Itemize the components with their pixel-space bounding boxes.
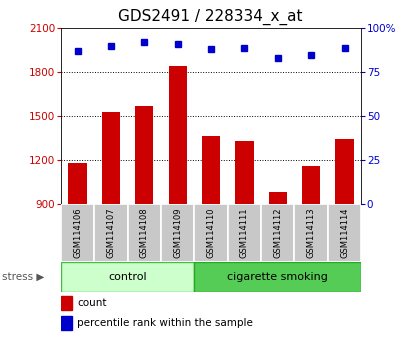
Bar	[61, 296, 72, 310]
Bar	[168, 66, 187, 204]
Text: GSM114113: GSM114113	[307, 207, 316, 258]
Bar	[161, 204, 194, 262]
Bar	[228, 204, 261, 262]
Text: GSM114114: GSM114114	[340, 207, 349, 258]
Bar	[61, 204, 94, 262]
Text: GDS2491 / 228334_x_at: GDS2491 / 228334_x_at	[118, 9, 302, 25]
Text: count: count	[77, 298, 107, 308]
Bar	[194, 204, 228, 262]
Text: GSM114108: GSM114108	[140, 207, 149, 258]
Bar	[68, 164, 87, 204]
Text: control: control	[108, 272, 147, 282]
Text: GSM114112: GSM114112	[273, 207, 282, 258]
Text: percentile rank within the sample: percentile rank within the sample	[77, 318, 253, 328]
Bar	[61, 316, 72, 330]
Bar	[135, 106, 153, 204]
Bar	[302, 166, 320, 204]
Text: GSM114110: GSM114110	[207, 207, 215, 258]
Bar	[294, 204, 328, 262]
Text: GSM114109: GSM114109	[173, 207, 182, 258]
Text: GSM114111: GSM114111	[240, 207, 249, 258]
Bar	[128, 204, 161, 262]
Bar	[261, 204, 294, 262]
Bar	[194, 262, 361, 292]
Bar	[61, 262, 194, 292]
Bar	[335, 138, 354, 204]
Bar	[102, 112, 120, 204]
Text: stress ▶: stress ▶	[2, 272, 45, 282]
Text: cigarette smoking: cigarette smoking	[227, 272, 328, 282]
Bar	[235, 141, 254, 204]
Bar	[94, 204, 128, 262]
Text: GSM114106: GSM114106	[73, 207, 82, 258]
Bar	[269, 192, 287, 204]
Bar	[328, 204, 361, 262]
Text: GSM114107: GSM114107	[106, 207, 116, 258]
Bar	[202, 136, 220, 204]
